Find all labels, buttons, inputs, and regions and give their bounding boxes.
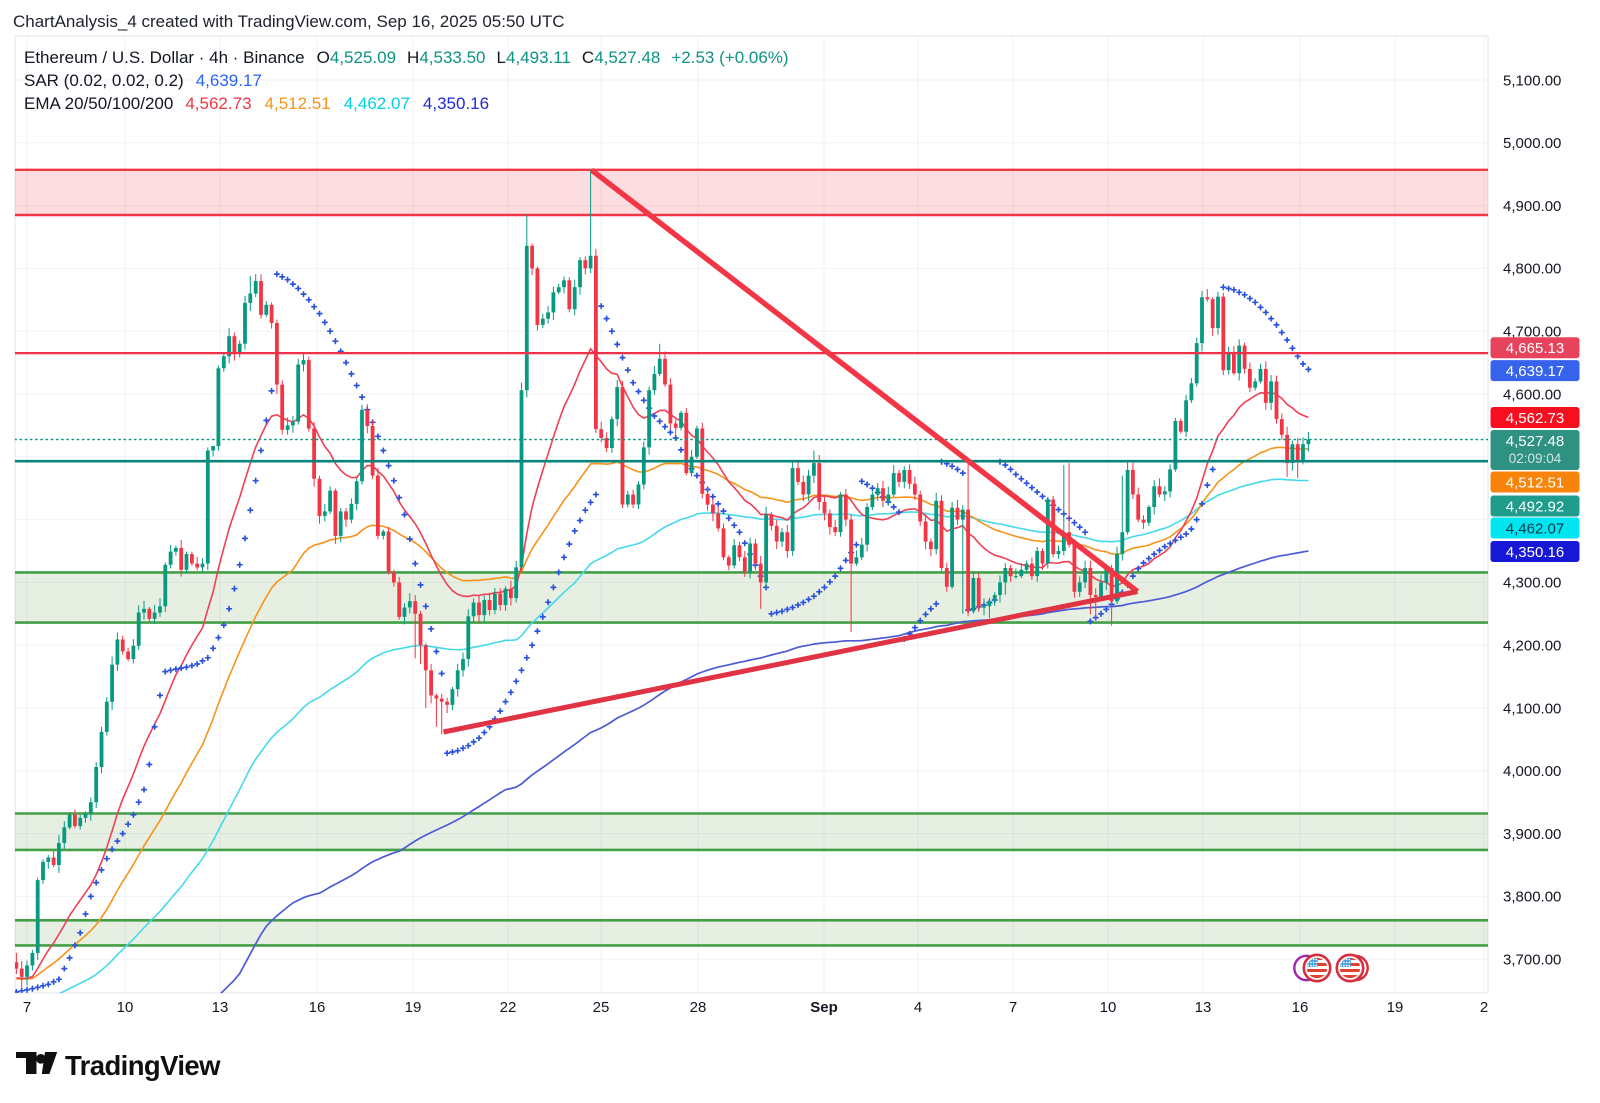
svg-text:3,900.00: 3,900.00: [1503, 826, 1561, 843]
svg-text:4,700.00: 4,700.00: [1503, 324, 1561, 341]
svg-text:10: 10: [1100, 999, 1117, 1016]
svg-text:13: 13: [212, 999, 229, 1016]
svg-text:5,000.00: 5,000.00: [1503, 135, 1561, 152]
svg-text:4,350.16: 4,350.16: [1506, 544, 1564, 561]
svg-text:3,700.00: 3,700.00: [1503, 952, 1561, 969]
svg-text:7: 7: [23, 999, 31, 1016]
svg-text:4,300.00: 4,300.00: [1503, 575, 1561, 592]
svg-text:4: 4: [914, 999, 922, 1016]
svg-text:4,665.13: 4,665.13: [1506, 340, 1564, 357]
svg-text:4,462.07: 4,462.07: [1506, 520, 1564, 537]
svg-text:19: 19: [405, 999, 422, 1016]
svg-text:22: 22: [500, 999, 517, 1016]
svg-text:4,492.92: 4,492.92: [1506, 498, 1564, 515]
svg-text:4,600.00: 4,600.00: [1503, 386, 1561, 403]
svg-text:7: 7: [1009, 999, 1017, 1016]
svg-text:4,527.48: 4,527.48: [1506, 433, 1564, 450]
svg-text:19: 19: [1387, 999, 1404, 1016]
svg-text:4,800.00: 4,800.00: [1503, 261, 1561, 278]
svg-text:TradingView: TradingView: [65, 1050, 221, 1081]
svg-text:ChartAnalysis_4 created with T: ChartAnalysis_4 created with TradingView…: [13, 12, 565, 31]
svg-text:4,100.00: 4,100.00: [1503, 700, 1561, 717]
svg-text:SAR (0.02, 0.02, 0.2)4,639.17: SAR (0.02, 0.02, 0.2) 4,639.17: [24, 71, 262, 90]
svg-text:16: 16: [309, 999, 326, 1016]
svg-text:25: 25: [593, 999, 610, 1016]
svg-text:4,512.51: 4,512.51: [1506, 474, 1564, 491]
svg-text:28: 28: [690, 999, 707, 1016]
svg-text:5,100.00: 5,100.00: [1503, 72, 1561, 89]
svg-text:13: 13: [1195, 999, 1212, 1016]
svg-text:3,800.00: 3,800.00: [1503, 889, 1561, 906]
svg-text:4,000.00: 4,000.00: [1503, 763, 1561, 780]
svg-text:4,200.00: 4,200.00: [1503, 638, 1561, 655]
svg-text:Sep: Sep: [810, 999, 838, 1016]
svg-text:02:09:04: 02:09:04: [1509, 451, 1562, 466]
svg-text:10: 10: [117, 999, 134, 1016]
svg-text:16: 16: [1292, 999, 1309, 1016]
svg-text:4,639.17: 4,639.17: [1506, 363, 1564, 380]
svg-text:Ethereum / U.S. Dollar · 4h ·: Ethereum / U.S. Dollar · 4h · Binance O4,…: [24, 48, 789, 67]
svg-text:4,900.00: 4,900.00: [1503, 198, 1561, 215]
svg-text:2: 2: [1480, 999, 1488, 1016]
svg-text:4,562.73: 4,562.73: [1506, 410, 1564, 427]
